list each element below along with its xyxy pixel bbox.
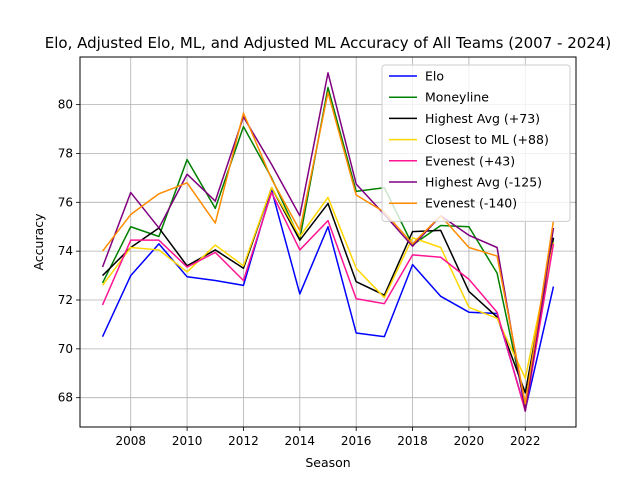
series-line-7	[101, 91, 555, 405]
y-tick-label: 70	[58, 342, 73, 356]
series-lines	[101, 72, 555, 412]
legend: Elo Moneyline Highest Avg (+73) Closest to …	[381, 64, 571, 222]
legend-entry-label: Evenest (+43)	[425, 153, 515, 168]
y-tick-label: 76	[58, 195, 73, 209]
series-line-4	[101, 186, 555, 379]
x-tick-label: 2010	[172, 434, 203, 448]
x-tick-label: 2012	[228, 434, 259, 448]
x-tick-label: 2016	[341, 434, 372, 448]
series-line-2	[101, 86, 555, 407]
legend-entry-label: Highest Avg (+73)	[425, 111, 540, 126]
x-tick-label: 2014	[285, 434, 316, 448]
y-tick-label: 80	[58, 98, 73, 112]
chart-title: Elo, Adjusted Elo, ML, and Adjusted ML A…	[45, 34, 612, 52]
legend-entry-label: Moneyline	[425, 90, 489, 105]
axis-ticks: 2008 2010 2012 2014 2016 2018 2020 2022 68 70 72 74…	[58, 98, 541, 448]
y-tick-label: 72	[58, 293, 73, 307]
x-tick-label: 2008	[115, 434, 146, 448]
x-tick-label: 2018	[397, 434, 428, 448]
legend-entry-label: Highest Avg (-125)	[425, 175, 542, 190]
legend-entry-label: Closest to ML (+88)	[425, 132, 549, 147]
legend-entry-label: Evenest (-140)	[425, 196, 517, 211]
series-line-1	[101, 189, 555, 411]
x-axis-label: Season	[305, 455, 350, 470]
y-axis-label: Accuracy	[31, 213, 46, 271]
legend-entry-label: Elo	[425, 69, 444, 84]
legend-box	[381, 64, 571, 222]
x-tick-label: 2020	[454, 434, 485, 448]
y-tick-label: 74	[58, 244, 73, 258]
y-tick-label: 68	[58, 391, 73, 405]
x-tick-label: 2022	[510, 434, 541, 448]
series-line-3	[102, 186, 555, 394]
plot-area-frame	[79, 56, 577, 428]
series-line-5	[101, 191, 555, 412]
series-line-6	[101, 72, 555, 412]
y-tick-label: 78	[58, 146, 73, 160]
